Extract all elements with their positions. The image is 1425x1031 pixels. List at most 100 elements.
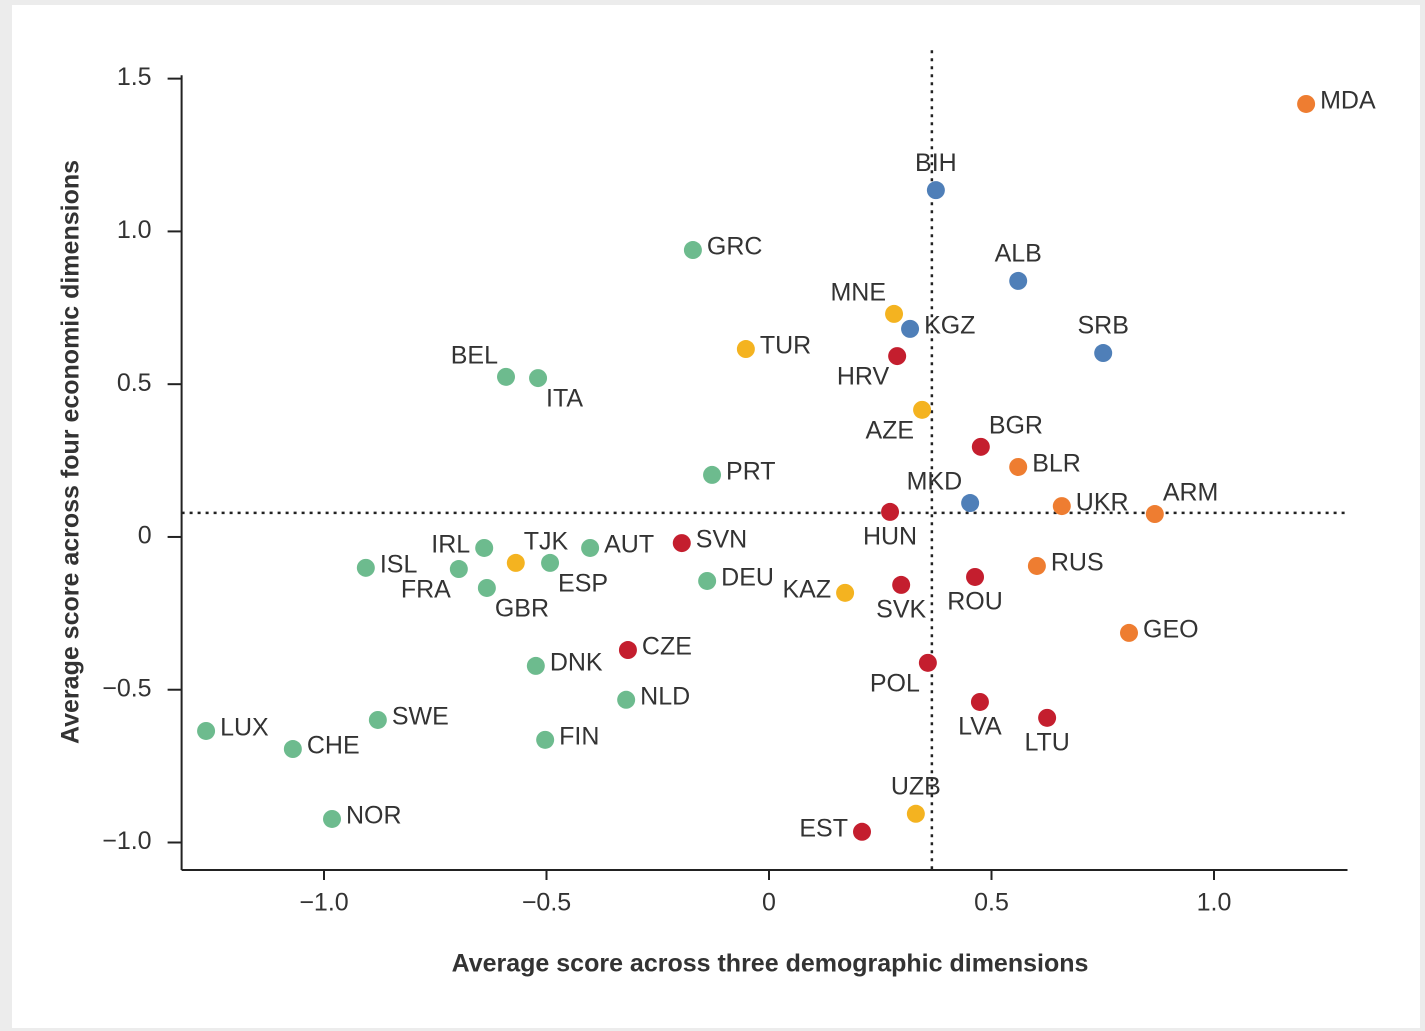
x-tick-label: 1.0 bbox=[1197, 889, 1232, 917]
point-label: MDA bbox=[1320, 87, 1376, 115]
point-label: LTU bbox=[1024, 728, 1069, 756]
point bbox=[618, 641, 637, 660]
point bbox=[836, 583, 855, 602]
point bbox=[853, 822, 872, 841]
point bbox=[475, 538, 494, 557]
point-label: AZE bbox=[865, 416, 914, 444]
point-label: SVN bbox=[696, 526, 747, 554]
point-label: BLR bbox=[1032, 450, 1081, 478]
point bbox=[197, 721, 216, 740]
x-tick-label: −1.0 bbox=[299, 889, 348, 917]
point bbox=[1009, 457, 1028, 476]
point-label: SVK bbox=[876, 596, 926, 624]
point bbox=[966, 567, 985, 586]
point-label: TUR bbox=[760, 332, 811, 360]
point-label: LUX bbox=[220, 714, 269, 742]
point bbox=[1009, 271, 1028, 290]
point bbox=[698, 571, 717, 590]
point bbox=[526, 656, 545, 675]
y-tick-label: −1.0 bbox=[102, 827, 151, 855]
point-label: GEO bbox=[1143, 616, 1199, 644]
point bbox=[703, 465, 722, 484]
point-label: HUN bbox=[863, 523, 917, 551]
point-label: HRV bbox=[837, 363, 890, 391]
point bbox=[536, 730, 555, 749]
point-label: UZB bbox=[891, 772, 941, 800]
point bbox=[892, 575, 911, 594]
point bbox=[368, 710, 387, 729]
point-label: EST bbox=[799, 814, 848, 842]
point-label: AUT bbox=[604, 531, 654, 559]
x-axis-title: Average score across three demographic d… bbox=[452, 950, 1089, 978]
point-label: TJK bbox=[524, 528, 569, 556]
point-label: SWE bbox=[392, 703, 449, 731]
point-label: MKD bbox=[907, 468, 963, 496]
point bbox=[541, 553, 560, 572]
point-label: ALB bbox=[995, 240, 1042, 268]
point-label: KAZ bbox=[782, 575, 831, 603]
point-label: PRT bbox=[726, 458, 776, 486]
point bbox=[901, 319, 920, 338]
x-tick-label: −0.5 bbox=[522, 889, 571, 917]
point bbox=[497, 367, 516, 386]
point-label: POL bbox=[870, 669, 920, 697]
point bbox=[918, 653, 937, 672]
point-label: FIN bbox=[559, 722, 599, 750]
point-label: BGR bbox=[989, 411, 1043, 439]
point-label: BIH bbox=[915, 149, 957, 177]
point-label: CHE bbox=[307, 732, 360, 760]
point bbox=[323, 809, 342, 828]
point bbox=[926, 181, 945, 200]
point-label: MNE bbox=[830, 279, 886, 307]
point-label: KGZ bbox=[924, 311, 975, 339]
y-tick-label: −0.5 bbox=[102, 674, 151, 702]
point-label: RUS bbox=[1051, 549, 1104, 577]
point bbox=[1038, 708, 1057, 727]
x-tick-label: 0.5 bbox=[974, 889, 1009, 917]
point-label: IRL bbox=[431, 531, 470, 559]
point-label: NLD bbox=[640, 682, 690, 710]
point bbox=[672, 534, 691, 553]
point-label: ARM bbox=[1163, 479, 1219, 507]
point bbox=[1052, 497, 1071, 516]
point bbox=[913, 400, 932, 419]
point bbox=[581, 538, 600, 557]
point bbox=[1094, 344, 1113, 363]
y-tick-label: 0 bbox=[138, 522, 152, 550]
point bbox=[356, 558, 375, 577]
point bbox=[449, 560, 468, 579]
point bbox=[506, 553, 525, 572]
y-tick-label: 0.5 bbox=[117, 369, 152, 397]
point-label: GBR bbox=[495, 595, 549, 623]
chart-background bbox=[12, 5, 1420, 1028]
point-label: ROU bbox=[947, 588, 1003, 616]
point-label: DEU bbox=[721, 564, 774, 592]
y-tick-label: 1.5 bbox=[117, 63, 152, 91]
point bbox=[961, 494, 980, 513]
point-label: UKR bbox=[1076, 489, 1129, 517]
point bbox=[881, 502, 900, 521]
x-tick-label: 0 bbox=[762, 889, 776, 917]
point bbox=[477, 578, 496, 597]
point bbox=[1027, 556, 1046, 575]
point-label: NOR bbox=[346, 802, 402, 830]
point bbox=[617, 690, 636, 709]
point-label: DNK bbox=[550, 649, 603, 677]
point bbox=[888, 347, 907, 366]
point-label: SRB bbox=[1077, 312, 1128, 340]
point-label: ISL bbox=[380, 550, 418, 578]
point bbox=[736, 340, 755, 359]
point bbox=[970, 692, 989, 711]
point-label: BEL bbox=[451, 341, 498, 369]
point-label: GRC bbox=[707, 233, 763, 261]
point bbox=[1120, 623, 1139, 642]
point bbox=[1297, 94, 1316, 113]
point-label: CZE bbox=[642, 633, 692, 661]
point-label: FRA bbox=[401, 576, 451, 604]
point bbox=[529, 369, 548, 388]
point bbox=[971, 437, 990, 456]
point bbox=[683, 241, 702, 260]
point bbox=[1145, 505, 1164, 524]
